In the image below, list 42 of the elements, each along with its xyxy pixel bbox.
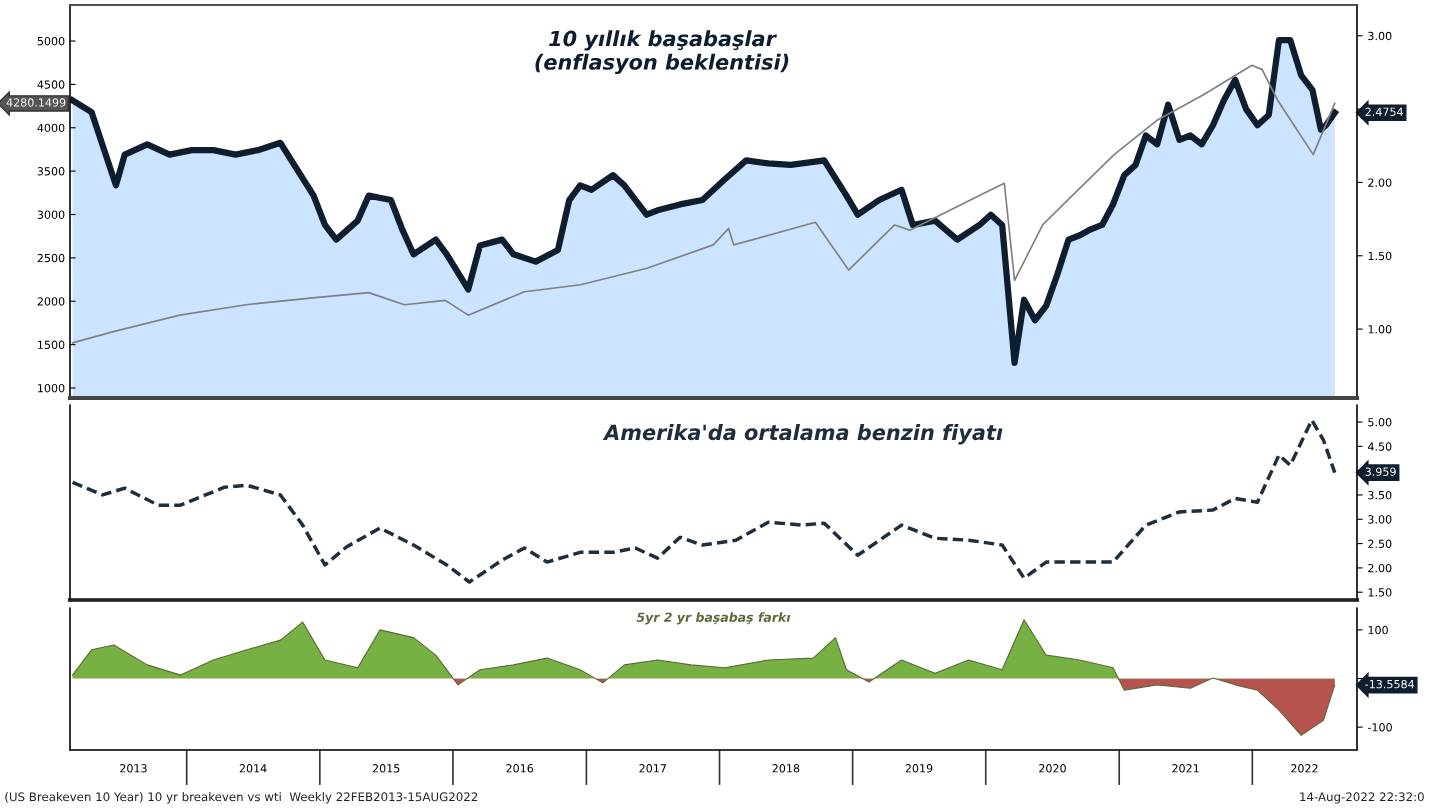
x-tick-label: 2016 [506,764,534,773]
y2-tick-label: 2.00 [1368,178,1392,187]
line-series [70,418,1337,584]
y2-tick-label: 3.50 [1368,490,1392,500]
x-tick-label: 2018 [772,764,800,773]
x-tick-label: 2015 [372,764,400,773]
y-tick-label: 3500 [37,167,65,176]
y-tick-label: 2500 [37,253,65,263]
text: (US Breakeven 10 Year) 10 yr breakeven vs wti Weekly 22FEB2013-15AUG2022 [5,792,478,804]
text: -13.5584 [1365,679,1415,689]
y2-tick-label: 1.50 [1368,251,1392,261]
y-tick-label: 1500 [38,340,65,350]
x-tick-label: 2013 [120,764,147,773]
text: 10 yıllık başabaşlar (enflasyon beklentisi) [535,30,789,75]
y-tick-label: 1000 [38,384,65,393]
y-tick-label: 3000 [37,210,65,219]
y2-tick-label: 3.00 [1368,31,1392,41]
x-tick-label: 2019 [905,764,933,773]
y2-tick-label: 2.00 [1368,563,1392,573]
y-tick-label: 5000 [37,36,65,46]
y2-tick-label: 100 [1368,625,1388,635]
x-tick-label: 2020 [1039,764,1066,773]
x-tick-label: 2014 [239,764,267,773]
y2-tick-label: 1.00 [1368,325,1392,334]
text: 4280.1499 [6,98,66,107]
y2-tick-label: 4.50 [1367,442,1392,451]
y-tick-label: 4000 [37,123,65,133]
x-tick-label: 2017 [639,764,666,773]
y-tick-label: 2000 [37,297,65,306]
text: 14-Aug-2022 22:32:0 [1300,792,1424,804]
text: 3.959 [1365,467,1396,476]
y2-tick-label: 3.00 [1368,515,1392,524]
y2-tick-label: 5.00 [1368,417,1392,427]
y2-tick-label: -100 [1367,723,1392,732]
text: 2.4754 [1365,107,1403,116]
x-tick-label: 2022 [1291,764,1318,773]
y2-tick-label: 2.50 [1368,539,1392,548]
y-tick-label: 4500 [37,80,65,89]
y2-tick-label: 1.50 [1368,588,1392,597]
text: Amerika'da ortalama benzin fiyatı [602,424,1003,445]
text: 5yr 2 yr başabaş farkı [636,612,791,625]
x-tick-label: 2021 [1172,764,1199,773]
